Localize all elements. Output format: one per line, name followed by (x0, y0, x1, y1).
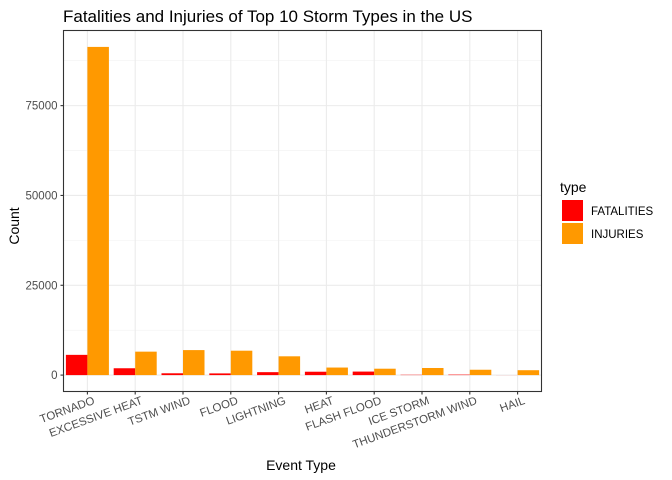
y-tick-label: 25000 (26, 280, 58, 292)
bar-fatalities-tornado (65, 354, 88, 376)
bar-fatalities-flash-flood (352, 371, 375, 376)
bar-injuries-excessive-heat (135, 351, 157, 376)
x-axis-title: Event Type (266, 457, 336, 473)
bar-fatalities-lightning (257, 372, 279, 376)
bar-fatalities-tstm-wind (161, 373, 183, 376)
legend-title: type (560, 179, 587, 195)
bar-injuries-thunderstorm-wind (469, 369, 492, 376)
y-tick-label: 75000 (26, 101, 58, 113)
y-axis-title: Count (6, 207, 22, 244)
bar-injuries-ice-storm (422, 367, 444, 376)
plot-border (62, 29, 543, 393)
legend-key-fatalities (562, 200, 583, 221)
bar-injuries-flood (230, 350, 253, 376)
bar-injuries-lightning (278, 356, 301, 376)
x-tick-label: HAIL (498, 395, 527, 415)
bar-injuries-tornado (87, 46, 109, 376)
plot-panel (63, 30, 542, 392)
bar-injuries-tstm-wind (183, 350, 205, 376)
y-tick-label: 0 (51, 370, 57, 382)
bar-injuries-flash-flood (374, 368, 396, 376)
legend-label-fatalities: FATALITIES (591, 206, 654, 218)
legend-label-injuries: INJURIES (591, 229, 644, 241)
legend: type FATALITIES INJURIES (560, 179, 654, 244)
chart-title: Fatalities and Injuries of Top 10 Storm … (63, 7, 472, 26)
y-tick-label: 50000 (26, 190, 58, 202)
bar-fatalities-flood (209, 373, 231, 376)
bar-injuries-hail (517, 370, 540, 376)
bar-fatalities-excessive-heat (113, 368, 136, 376)
bar-injuries-heat (326, 367, 348, 376)
bar-fatalities-heat (304, 371, 327, 376)
legend-key-injuries (562, 223, 583, 244)
